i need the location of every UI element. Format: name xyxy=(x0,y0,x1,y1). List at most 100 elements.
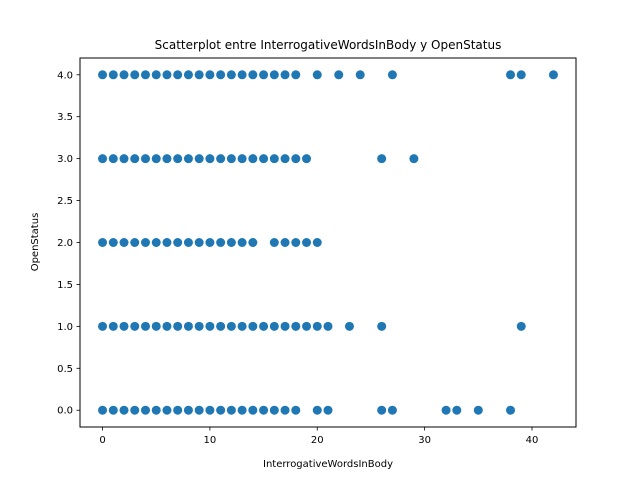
scatter-point xyxy=(98,238,108,247)
scatter-point xyxy=(140,238,150,247)
y-tick-label: 2.0 xyxy=(57,238,73,249)
scatter-point xyxy=(216,238,226,247)
scatter-point xyxy=(130,238,140,247)
scatter-point xyxy=(183,321,193,331)
x-tick-label: 40 xyxy=(526,435,539,446)
scatter-point xyxy=(237,405,247,415)
scatter-point xyxy=(291,321,301,331)
scatter-point xyxy=(130,154,140,164)
scatter-point xyxy=(269,321,279,331)
scatter-point xyxy=(194,238,204,247)
scatter-point xyxy=(205,154,215,164)
scatter-point xyxy=(237,154,247,164)
scatter-point xyxy=(119,321,129,331)
scatter-point xyxy=(323,321,333,331)
scatter-point xyxy=(312,321,322,331)
scatter-point xyxy=(194,405,204,415)
scatter-point xyxy=(162,154,172,164)
scatter-point xyxy=(323,405,333,415)
scatter-point xyxy=(291,405,301,415)
scatter-point xyxy=(344,321,354,331)
y-tick-label: 3.5 xyxy=(57,112,73,123)
scatter-point xyxy=(108,70,118,80)
scatter-point xyxy=(387,70,397,80)
scatter-point xyxy=(108,321,118,331)
scatter-point xyxy=(183,238,193,247)
scatter-point xyxy=(312,70,322,80)
scatter-point xyxy=(140,154,150,164)
scatter-point xyxy=(473,405,483,415)
scatter-point xyxy=(237,70,247,80)
scatter-point xyxy=(259,321,269,331)
scatter-point xyxy=(151,238,161,247)
scatter-point xyxy=(237,238,247,247)
scatter-point xyxy=(216,70,226,80)
scatter-point xyxy=(302,238,312,247)
scatter-point xyxy=(280,238,290,247)
scatter-point xyxy=(216,321,226,331)
scatter-point xyxy=(194,70,204,80)
scatter-point xyxy=(216,405,226,415)
scatter-point xyxy=(98,70,108,80)
scatter-point xyxy=(205,238,215,247)
scatter-point xyxy=(377,405,387,415)
scatter-point xyxy=(291,70,301,80)
scatter-point xyxy=(162,238,172,247)
scatter-point xyxy=(280,321,290,331)
scatter-point xyxy=(248,321,258,331)
x-tick-label: 20 xyxy=(311,435,324,446)
y-tick-label: 4.0 xyxy=(57,70,73,81)
y-tick-label: 3.0 xyxy=(57,154,73,165)
y-axis-ticks: 0.0 0.5 1.0 1.5 2.0 2.5 3.0 3.5 4.0 xyxy=(57,70,80,417)
scatter-point xyxy=(151,154,161,164)
scatter-point xyxy=(269,154,279,164)
scatter-point xyxy=(162,321,172,331)
scatter-point xyxy=(173,238,183,247)
scatter-point xyxy=(140,70,150,80)
scatter-point xyxy=(173,70,183,80)
scatter-point xyxy=(248,154,258,164)
scatter-point xyxy=(387,405,397,415)
scatter-point xyxy=(291,154,301,164)
scatter-point xyxy=(140,321,150,331)
scatter-point xyxy=(216,154,226,164)
chart-title: Scatterplot entre InterrogativeWordsInBo… xyxy=(155,38,502,52)
scatter-point xyxy=(269,238,279,247)
scatter-point xyxy=(98,154,108,164)
x-tick-label: 0 xyxy=(99,435,105,446)
scatter-point xyxy=(108,154,118,164)
scatter-point xyxy=(302,154,312,164)
scatter-point xyxy=(226,154,236,164)
scatter-point xyxy=(452,405,462,415)
scatter-point xyxy=(280,154,290,164)
scatter-point xyxy=(130,70,140,80)
scatter-point xyxy=(280,405,290,415)
scatter-point xyxy=(173,321,183,331)
x-tick-label: 10 xyxy=(204,435,217,446)
scatter-point xyxy=(205,405,215,415)
scatter-point xyxy=(108,405,118,415)
scatter-point xyxy=(98,321,108,331)
scatter-point xyxy=(173,405,183,415)
points-layer xyxy=(98,70,558,415)
scatter-point xyxy=(130,321,140,331)
scatter-point xyxy=(259,405,269,415)
scatter-point xyxy=(226,321,236,331)
scatter-point xyxy=(269,70,279,80)
scatter-point xyxy=(441,405,451,415)
scatter-point xyxy=(205,70,215,80)
scatter-point xyxy=(173,154,183,164)
scatter-point xyxy=(506,70,516,80)
scatter-point xyxy=(151,321,161,331)
y-tick-label: 0.5 xyxy=(57,364,73,375)
x-axis-label: InterrogativeWordsInBody xyxy=(263,459,393,470)
scatter-point xyxy=(183,405,193,415)
x-tick-label: 30 xyxy=(418,435,431,446)
y-axis-label: OpenStatus xyxy=(30,213,41,272)
scatter-point xyxy=(516,321,526,331)
scatter-point xyxy=(205,321,215,331)
scatter-point xyxy=(119,154,129,164)
scatter-point xyxy=(237,321,247,331)
scatter-point xyxy=(248,70,258,80)
